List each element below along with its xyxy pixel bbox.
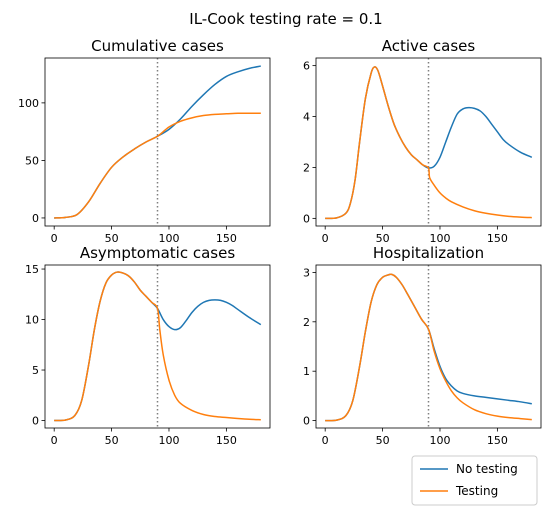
panel-hospitalization-ytick-label-3: 3 [303, 266, 310, 279]
panel-asymptomatic-cases-ytick-label-15: 15 [25, 263, 39, 276]
panel-asymptomatic-cases-ytick-label-5: 5 [32, 364, 39, 377]
panel-active-cases-ytick-label-4: 4 [303, 111, 310, 124]
panel-asymptomatic-cases-title: Asymptomatic cases [80, 244, 235, 262]
panel-hospitalization: Hospitalization 0 50 100 150 0 1 2 3 [303, 244, 542, 447]
panel-hospitalization-ytick-label-0: 0 [303, 415, 310, 428]
panel-asymptomatic-cases-xtick-label-0: 0 [51, 434, 58, 447]
panel-active-cases-xtick-label-50: 50 [376, 232, 390, 245]
panel-asymptomatic-cases-ytick-label-10: 10 [25, 314, 39, 327]
panel-asymptomatic-cases-xtick-label-100: 100 [158, 434, 179, 447]
panel-asymptomatic-cases: Asymptomatic cases 0 50 100 150 0 5 10 15 [25, 244, 271, 447]
figure-suptitle: IL-Cook testing rate = 0.1 [189, 10, 382, 28]
panel-cumulative-cases-xtick-label-100: 100 [158, 232, 179, 245]
panel-cumulative-cases: Cumulative cases 0 50 100 150 0 50 100 [18, 37, 271, 245]
panel-asymptomatic-cases-xtick-label-150: 150 [216, 434, 237, 447]
panel-hospitalization-ytick-label-1: 1 [303, 365, 310, 378]
panel-hospitalization-xtick-label-150: 150 [487, 434, 508, 447]
panel-hospitalization-axes-frame [315, 264, 542, 429]
panel-active-cases: Active cases 0 50 100 150 0 2 4 6 [303, 37, 542, 245]
panel-cumulative-cases-title: Cumulative cases [91, 37, 224, 55]
panel-asymptomatic-cases-xtick-label-50: 50 [105, 434, 119, 447]
panel-cumulative-cases-xtick-label-50: 50 [105, 232, 119, 245]
panel-active-cases-ytick-label-0: 0 [303, 212, 310, 225]
panel-hospitalization-series-testing [325, 273, 532, 422]
panel-cumulative-cases-ytick-label-50: 50 [25, 154, 39, 167]
panel-active-cases-ytick-label-6: 6 [303, 60, 310, 73]
panel-asymptomatic-cases-series-testing [54, 271, 261, 422]
panel-active-cases-xtick-label-150: 150 [487, 232, 508, 245]
panel-cumulative-cases-ytick-label-0: 0 [32, 212, 39, 225]
panel-hospitalization-series-no-testing [325, 273, 532, 422]
panel-hospitalization-title: Hospitalization [373, 244, 484, 262]
legend-label-testing: Testing [455, 484, 498, 498]
panel-hospitalization-xtick-label-100: 100 [429, 434, 450, 447]
legend-label-no-testing: No testing [456, 462, 518, 476]
legend: No testing Testing [411, 455, 538, 506]
panel-cumulative-cases-series-testing [54, 112, 261, 219]
panel-hospitalization-ytick-label-2: 2 [303, 316, 310, 329]
panel-active-cases-series-testing [325, 66, 532, 220]
panel-active-cases-axes-frame [315, 57, 542, 227]
panel-asymptomatic-cases-axes-frame [44, 264, 271, 429]
panel-active-cases-title: Active cases [382, 37, 476, 55]
panel-cumulative-cases-ytick-label-100: 100 [18, 97, 39, 110]
panel-active-cases-ytick-label-2: 2 [303, 161, 310, 174]
panel-active-cases-xtick-label-0: 0 [322, 232, 329, 245]
panel-active-cases-xtick-label-100: 100 [429, 232, 450, 245]
panel-cumulative-cases-xtick-label-0: 0 [51, 232, 58, 245]
panel-cumulative-cases-xtick-label-150: 150 [216, 232, 237, 245]
panel-asymptomatic-cases-ytick-label-0: 0 [32, 415, 39, 428]
panel-cumulative-cases-axes-frame [44, 57, 271, 227]
panel-hospitalization-xtick-label-50: 50 [376, 434, 390, 447]
panel-hospitalization-xtick-label-0: 0 [322, 434, 329, 447]
